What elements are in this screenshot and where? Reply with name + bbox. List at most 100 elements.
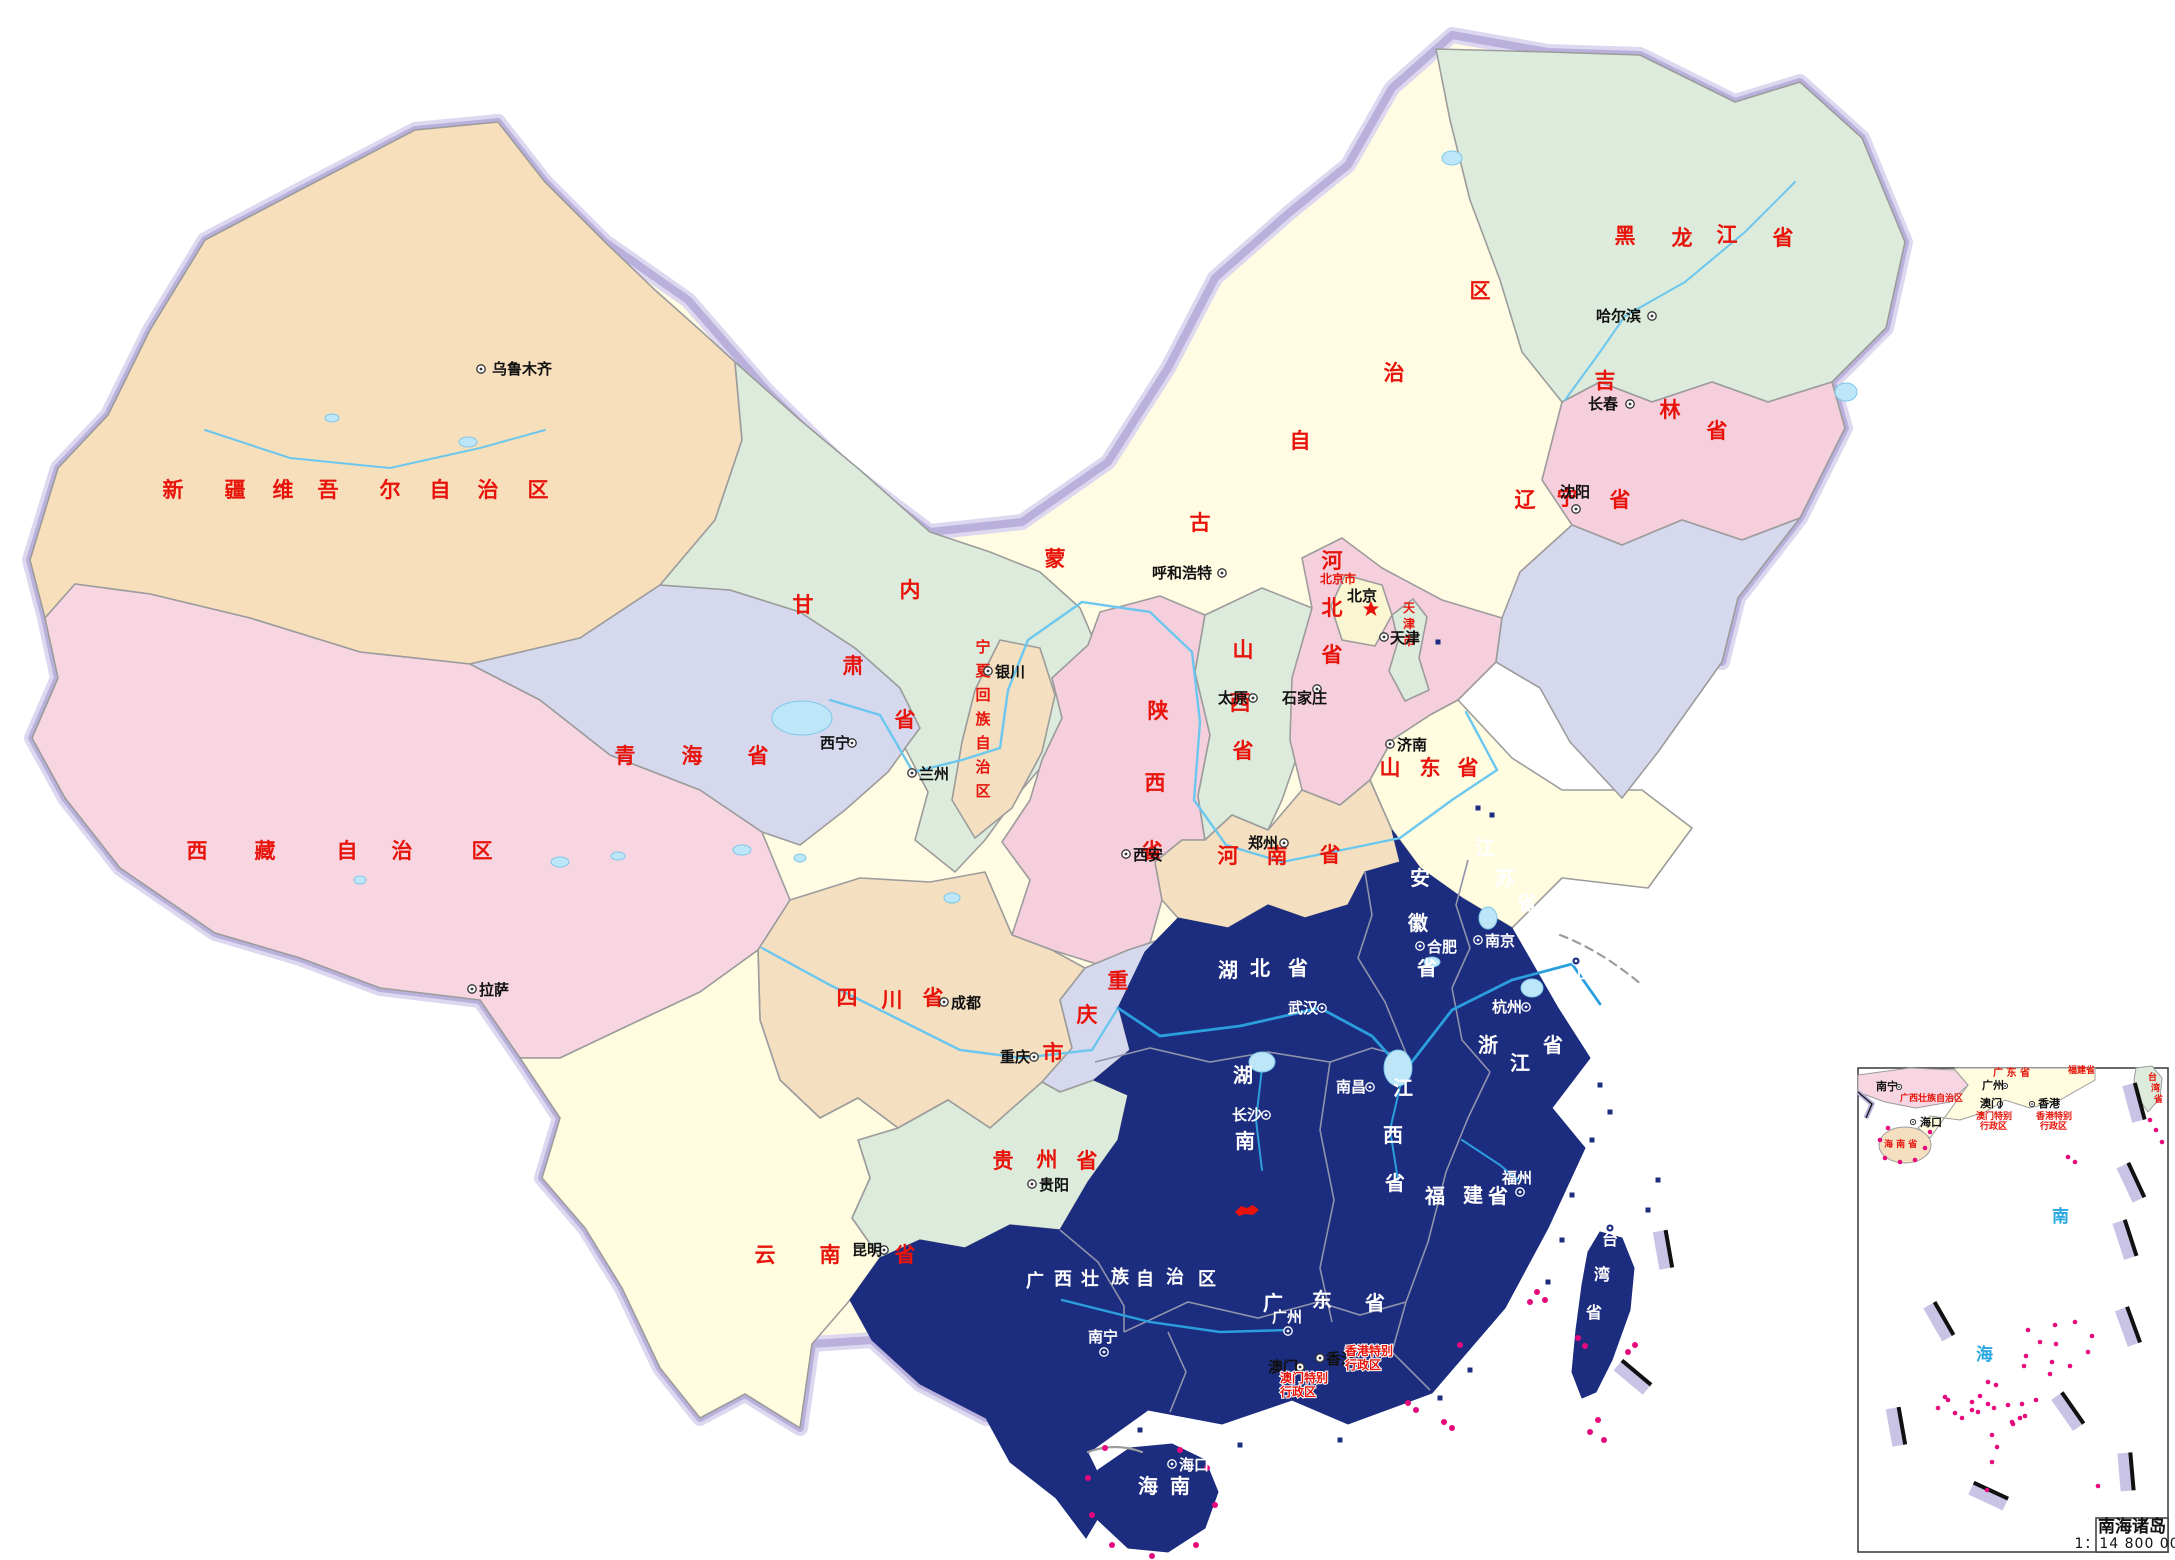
svg-text:治: 治: [392, 839, 413, 863]
svg-text:自: 自: [1290, 429, 1311, 453]
inset-guangxi: [1857, 1067, 1969, 1109]
label-taiwan: 台湾省: [1585, 1230, 1618, 1322]
svg-text:成都: 成都: [951, 994, 981, 1012]
svg-text:川: 川: [881, 988, 903, 1012]
svg-text:西: 西: [1230, 691, 1251, 715]
svg-text:省: 省: [1706, 419, 1728, 443]
svg-text:区: 区: [1198, 1269, 1216, 1290]
svg-text:浙: 浙: [1478, 1033, 1498, 1057]
label-shaanxi: 陕西省: [1141, 699, 1169, 863]
label-hubei: 湖北省: [1218, 956, 1308, 982]
hulun-lake: [1441, 150, 1463, 166]
svg-text:沈阳: 沈阳: [1560, 483, 1590, 501]
svg-text:湖: 湖: [1218, 958, 1238, 982]
svg-text:自: 自: [1136, 1268, 1154, 1290]
svg-text:香港特别: 香港特别: [1344, 1343, 1393, 1358]
svg-text:广西壮族自治区: 广西壮族自治区: [1900, 1092, 1963, 1104]
svg-text:杭州: 杭州: [1492, 998, 1522, 1016]
lakes: [324, 150, 1858, 1087]
city-天津: 天津: [1379, 629, 1420, 647]
pearl-river: [1060, 1298, 1290, 1334]
label-jiangsu: 江苏省: [1475, 836, 1537, 915]
svg-text:陕: 陕: [1148, 699, 1169, 723]
tai-lake: [1520, 978, 1544, 998]
svg-text:河: 河: [1218, 844, 1239, 868]
svg-text:乌鲁木齐: 乌鲁木齐: [492, 360, 553, 378]
svg-text:江: 江: [1510, 1051, 1530, 1075]
svg-text:江: 江: [1393, 1076, 1413, 1100]
xiang-river: [1254, 1067, 1263, 1171]
label-hebei: 河北省: [1321, 549, 1343, 667]
svg-text:省: 省: [1232, 739, 1254, 763]
svg-text:区: 区: [975, 782, 990, 800]
svg-text:北京: 北京: [1347, 587, 1377, 605]
province-beijing: [1330, 574, 1393, 647]
city-太原: 太原: [1218, 689, 1258, 707]
inset-label: 海口: [1909, 1115, 1942, 1129]
qiongzhou-strait-line: [1086, 1445, 1144, 1454]
label-heilongjiang: 黑 龙江 省: [1615, 223, 1794, 250]
inset-label: 广州: [1982, 1078, 2009, 1092]
inset-vietnam-border-line: [1857, 1091, 1873, 1119]
svg-text:藏: 藏: [255, 839, 276, 863]
svg-text:重: 重: [1108, 969, 1129, 993]
poyang-lake: [1383, 1049, 1413, 1087]
dash-segment: [2114, 1306, 2142, 1347]
hongze-lake: [1478, 906, 1498, 930]
label-hunan: 湖南: [1233, 1063, 1255, 1153]
svg-text:银川: 银川: [995, 663, 1025, 681]
dash-segment: [2051, 1391, 2086, 1432]
inset-scale: 1：14 800 000: [2074, 1536, 2175, 1552]
city-澳门: 澳门: [1268, 1358, 1305, 1376]
svg-text:省: 省: [1321, 643, 1343, 667]
svg-text:建: 建: [1463, 1183, 1483, 1207]
city-昆明: 昆明: [852, 1241, 889, 1259]
label-gansu: 甘肃省: [793, 593, 916, 732]
svg-text:省: 省: [1772, 226, 1794, 250]
svg-text:疆: 疆: [225, 478, 246, 502]
svg-text:青: 青: [615, 744, 636, 768]
label-fujian: 福建省: [1424, 1183, 1508, 1208]
label-chongqing: 重庆市: [1043, 969, 1129, 1065]
label-sichuan: 四川省: [837, 986, 944, 1012]
svg-text:维: 维: [273, 478, 294, 502]
inset-label: 广 东 省: [1993, 1066, 2030, 1079]
svg-text:福: 福: [1424, 1184, 1445, 1208]
svg-text:自: 自: [430, 478, 451, 502]
city-银川: 银川: [983, 663, 1025, 681]
province-tianjin: [1388, 598, 1430, 702]
svg-text:东: 东: [1312, 1288, 1332, 1312]
highlight-taiwan: [1571, 1231, 1635, 1399]
svg-text:吾: 吾: [318, 478, 339, 502]
svg-text:拉萨: 拉萨: [479, 981, 509, 999]
svg-text:苏: 苏: [1495, 866, 1515, 890]
city-上海: 上海: [1571, 956, 1602, 982]
svg-text:省: 省: [1364, 1291, 1385, 1315]
label-neimenggu: 内 蒙 古 自 治 区: [900, 279, 1491, 602]
label-guizhou: 贵州省: [993, 1148, 1098, 1173]
city-武汉: 武汉: [1288, 999, 1327, 1017]
svg-text:长沙: 长沙: [1232, 1106, 1262, 1124]
svg-text:省: 省: [1319, 843, 1341, 867]
svg-text:省: 省: [1141, 839, 1163, 863]
svg-text:省: 省: [1457, 756, 1479, 780]
city-重庆: 重庆: [1000, 1048, 1039, 1066]
nine-dash-segments: [1613, 1229, 1675, 1395]
svg-text:南: 南: [820, 1243, 841, 1267]
svg-text:安: 安: [1410, 866, 1430, 890]
svg-text:南: 南: [2052, 1206, 2069, 1227]
svg-text:甘: 甘: [793, 593, 814, 617]
svg-text:山: 山: [1380, 756, 1401, 780]
svg-text:吉: 吉: [1595, 369, 1616, 393]
svg-text:治: 治: [478, 478, 499, 502]
svg-text:黑: 黑: [1615, 224, 1636, 248]
city-香港: 香港: [1315, 1350, 1357, 1368]
svg-text:西: 西: [1054, 1269, 1072, 1290]
svg-text:广: 广: [1026, 1270, 1044, 1292]
svg-text:省: 省: [1542, 1033, 1563, 1057]
svg-text:南宁: 南宁: [1088, 1328, 1118, 1346]
city-合肥: 合肥: [1415, 938, 1457, 956]
city-台北: 台北: [1596, 1206, 1626, 1233]
